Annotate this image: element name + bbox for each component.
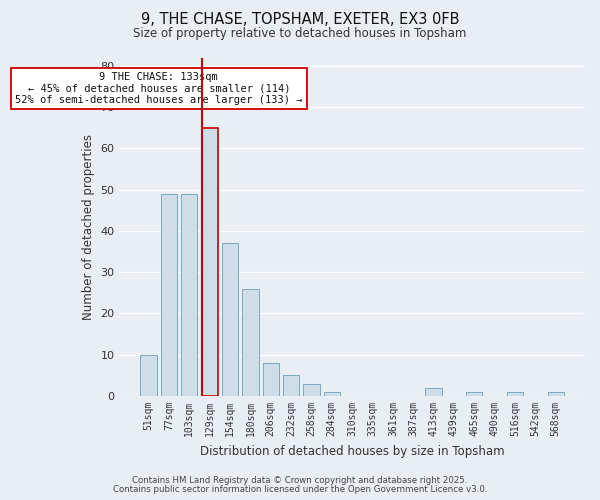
Bar <box>161 194 177 396</box>
Bar <box>466 392 482 396</box>
Text: Contains public sector information licensed under the Open Government Licence v3: Contains public sector information licen… <box>113 485 487 494</box>
Bar <box>425 388 442 396</box>
Bar <box>507 392 523 396</box>
Text: Size of property relative to detached houses in Topsham: Size of property relative to detached ho… <box>133 28 467 40</box>
Bar <box>304 384 320 396</box>
Text: Contains HM Land Registry data © Crown copyright and database right 2025.: Contains HM Land Registry data © Crown c… <box>132 476 468 485</box>
Bar <box>222 244 238 396</box>
Bar <box>202 128 218 396</box>
Bar <box>548 392 564 396</box>
Bar <box>323 392 340 396</box>
Bar <box>242 288 259 396</box>
Bar <box>140 355 157 396</box>
Y-axis label: Number of detached properties: Number of detached properties <box>82 134 95 320</box>
Text: 9 THE CHASE: 133sqm
← 45% of detached houses are smaller (114)
52% of semi-detac: 9 THE CHASE: 133sqm ← 45% of detached ho… <box>15 72 302 105</box>
Bar <box>283 376 299 396</box>
X-axis label: Distribution of detached houses by size in Topsham: Distribution of detached houses by size … <box>200 444 505 458</box>
Bar <box>263 363 279 396</box>
Bar <box>181 194 197 396</box>
Text: 9, THE CHASE, TOPSHAM, EXETER, EX3 0FB: 9, THE CHASE, TOPSHAM, EXETER, EX3 0FB <box>141 12 459 28</box>
